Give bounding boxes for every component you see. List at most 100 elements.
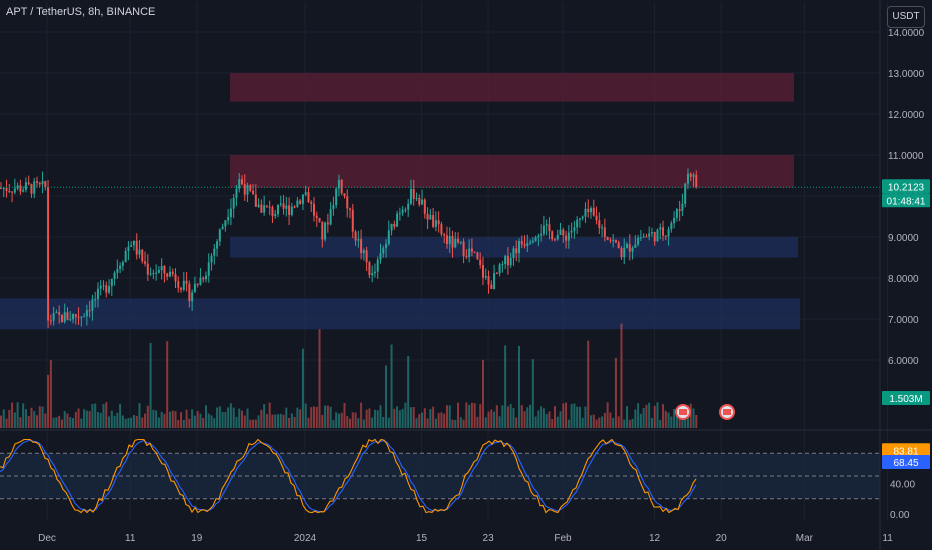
candle-body [551, 231, 554, 240]
stoch-d-tag: 68.45 [893, 458, 918, 469]
candle-body [307, 192, 310, 203]
volume-bar [83, 409, 86, 428]
volume-bar [440, 412, 443, 428]
volume-bar [52, 417, 55, 428]
candle-body [667, 229, 670, 237]
candle-body [432, 215, 435, 227]
candle-body [371, 273, 374, 276]
candle-body [310, 202, 313, 204]
volume-bar [58, 415, 61, 428]
volume-bar [567, 419, 570, 428]
volume-bar [202, 417, 205, 428]
volume-bar [282, 414, 285, 428]
candle-body [526, 243, 529, 246]
volume-bar [285, 407, 288, 428]
candle-body [243, 184, 246, 195]
volume-bar [606, 402, 609, 428]
candle-body [642, 236, 645, 238]
candle-body [653, 232, 656, 242]
volume-bar [373, 409, 376, 428]
countdown-tag: 01:48:41 [887, 196, 926, 207]
volume-bar [584, 406, 587, 428]
volume-bar [493, 411, 496, 428]
volume-bar [454, 419, 457, 428]
volume-bar [573, 403, 576, 428]
volume-bar [188, 418, 191, 428]
candle-body [689, 173, 692, 177]
candle-body [282, 203, 285, 209]
candle-body [498, 264, 501, 274]
volume-bar [232, 407, 235, 428]
candle-body [121, 262, 124, 266]
candle-body [603, 227, 606, 237]
volume-bar [648, 402, 651, 428]
volume-bar [88, 411, 91, 428]
volume-bar [257, 415, 260, 428]
candle-body [135, 240, 138, 255]
volume-bar [5, 418, 8, 428]
volume-bar [659, 419, 662, 428]
candle-body [58, 312, 61, 315]
volume-bar [443, 413, 446, 428]
candle-body [227, 217, 230, 221]
candle-body [365, 250, 368, 263]
candle-body [351, 209, 354, 232]
volume-bar [457, 402, 460, 428]
time-axis-label: 20 [716, 533, 728, 544]
volume-bar [55, 417, 58, 428]
candle-body [324, 222, 327, 240]
candle-body [210, 255, 213, 263]
volume-bar [465, 402, 468, 428]
volume-bar [620, 323, 623, 428]
time-axis-label: 11 [125, 533, 136, 544]
volume-bar [351, 412, 354, 428]
candle-body [313, 203, 316, 216]
volume-bar [174, 411, 177, 428]
candle-body [476, 252, 479, 260]
resistance-zone [230, 73, 794, 102]
volume-bar [315, 406, 318, 428]
volume-bar [484, 417, 487, 428]
candle-body [2, 187, 5, 189]
candle-body [177, 281, 180, 288]
candle-body [124, 251, 127, 263]
candle-body [60, 314, 63, 323]
candle-body [443, 234, 446, 236]
volume-bar [445, 405, 448, 428]
candle-body [224, 220, 227, 227]
volume-bar [30, 407, 33, 428]
volume-bar [664, 410, 667, 428]
volume-bar [401, 408, 404, 428]
volume-bar [468, 404, 471, 428]
volume-bar [448, 405, 451, 428]
candle-body [626, 244, 629, 248]
volume-bar [127, 418, 130, 428]
volume-bar [254, 419, 257, 428]
volume-bar [617, 416, 620, 428]
volume-bar [481, 359, 484, 428]
candle-body [108, 286, 111, 293]
volume-bar [279, 413, 282, 428]
price-tick-label: 13.0000 [888, 69, 925, 80]
candle-body [684, 183, 687, 204]
volume-bar [41, 406, 44, 428]
candle-body [421, 199, 424, 205]
currency-button[interactable]: USDT [887, 6, 925, 28]
price-tick-label: 12.0000 [888, 110, 925, 121]
volume-bar [393, 408, 396, 428]
candle-body [55, 312, 58, 314]
volume-bar [498, 416, 501, 428]
volume-bar [667, 412, 670, 428]
volume-bar [559, 411, 562, 428]
candle-body [0, 187, 2, 189]
price-tick-label: 6.0000 [888, 356, 919, 367]
support-zone [230, 237, 798, 258]
candle-body [506, 255, 509, 266]
candle-body [30, 184, 33, 194]
price-tick-label: 14.0000 [888, 28, 925, 39]
candle-body [581, 216, 584, 219]
volume-bar [421, 412, 424, 428]
candle-body [232, 197, 235, 209]
candle-body [459, 241, 462, 243]
